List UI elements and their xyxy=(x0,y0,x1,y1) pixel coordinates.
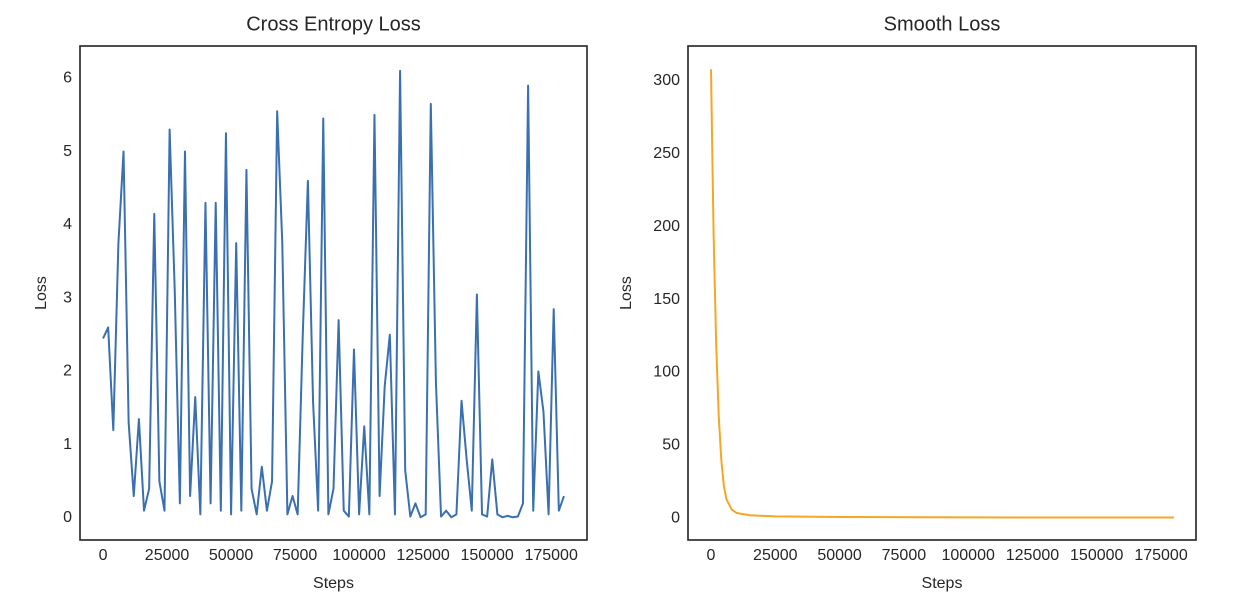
y-tick-label: 0 xyxy=(63,509,72,526)
x-tick-label: 150000 xyxy=(460,547,513,564)
y-tick-label: 2 xyxy=(63,363,72,380)
y-tick-label: 300 xyxy=(653,72,680,89)
y-tick-label: 0 xyxy=(671,509,680,526)
x-tick-label: 100000 xyxy=(332,547,385,564)
y-tick-label: 50 xyxy=(662,436,680,453)
x-tick-label: 25000 xyxy=(145,547,190,564)
chart-title: Smooth Loss xyxy=(884,13,1001,35)
y-axis-label: Loss xyxy=(33,276,50,310)
x-tick-label: 150000 xyxy=(1070,547,1123,564)
x-tick-label: 100000 xyxy=(941,547,994,564)
y-axis-label: Loss xyxy=(618,276,635,310)
x-tick-label: 125000 xyxy=(396,547,449,564)
x-tick-label: 0 xyxy=(707,547,716,564)
y-tick-label: 1 xyxy=(63,436,72,453)
x-tick-label: 125000 xyxy=(1006,547,1059,564)
x-axis-label: Steps xyxy=(922,575,963,592)
x-tick-label: 50000 xyxy=(817,547,862,564)
y-tick-label: 6 xyxy=(63,69,72,86)
y-tick-label: 4 xyxy=(63,216,72,233)
y-tick-label: 250 xyxy=(653,145,680,162)
x-tick-label: 50000 xyxy=(209,547,254,564)
loss-line xyxy=(102,69,565,519)
x-tick-label: 75000 xyxy=(273,547,318,564)
x-tick-label: 75000 xyxy=(882,547,927,564)
y-tick-label: 200 xyxy=(653,218,680,235)
loss-line xyxy=(710,69,1174,519)
chart-title: Cross Entropy Loss xyxy=(246,13,421,35)
x-tick-label: 0 xyxy=(99,547,108,564)
plot-frame xyxy=(79,45,588,541)
y-tick-label: 100 xyxy=(653,364,680,381)
y-tick-label: 3 xyxy=(63,289,72,306)
y-tick-label: 150 xyxy=(653,291,680,308)
y-tick-label: 5 xyxy=(63,143,72,160)
x-tick-label: 175000 xyxy=(1134,547,1187,564)
plot-frame xyxy=(687,45,1197,541)
x-tick-label: 25000 xyxy=(753,547,798,564)
x-tick-label: 175000 xyxy=(524,547,577,564)
x-axis-label: Steps xyxy=(313,575,354,592)
